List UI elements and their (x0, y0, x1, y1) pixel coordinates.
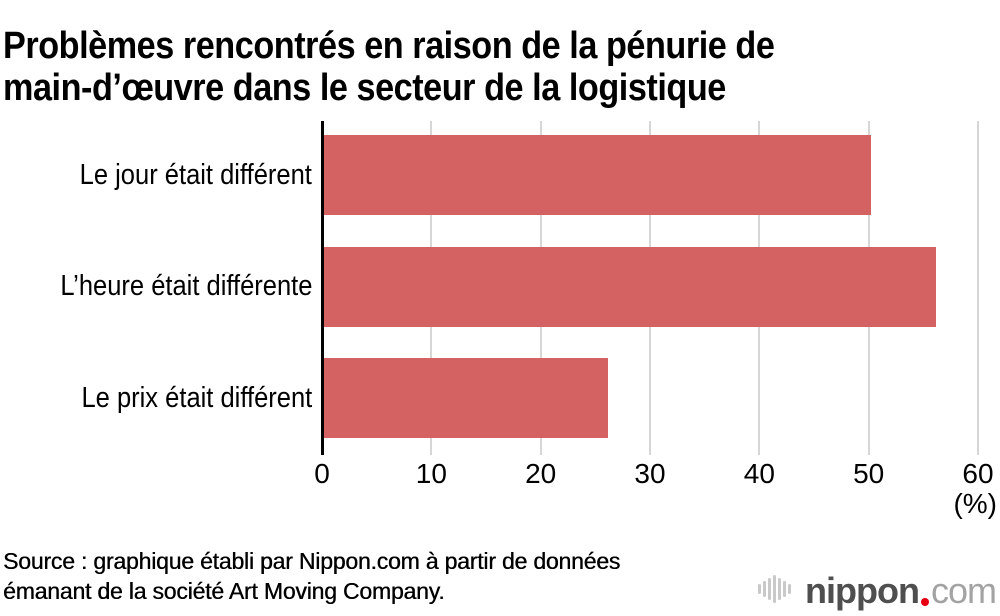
chart-title: Problèmes rencontrés en raison de la pén… (3, 25, 775, 110)
logo-dot (920, 598, 929, 606)
category-label: L’heure était différente (59, 270, 312, 302)
bar (324, 358, 609, 438)
x-tick-label: 40 (743, 458, 775, 489)
logo-tld: com (930, 570, 997, 611)
bar (324, 135, 871, 215)
category-label: Le prix était différent (81, 381, 312, 414)
x-tick-label: 10 (415, 458, 447, 489)
logo-name: nippon (805, 570, 920, 611)
x-axis-labels: 0 10 20 30 40 50 60 (314, 458, 993, 491)
chart-title-line1: Problèmes rencontrés en raison de la pén… (3, 25, 775, 68)
x-tick-label: 20 (525, 458, 557, 489)
soundwave-bar (783, 580, 787, 597)
source-note-line1: Source : graphique établi par Nippon.com… (3, 548, 621, 574)
soundwave-bar (773, 574, 777, 603)
soundwave-bar (778, 577, 782, 600)
soundwave-bar (763, 580, 767, 597)
soundwave-bar (768, 577, 772, 600)
chart-title-line2: main-d’œuvre dans le secteur de la logis… (3, 67, 726, 110)
x-tick-label: 0 (314, 458, 330, 489)
soundwave-bar (788, 583, 792, 594)
x-axis-unit: (%) (953, 488, 997, 519)
nippon-logo: nippon com (758, 570, 997, 611)
logo-text: nippon com (805, 570, 997, 611)
plot-area (321, 121, 979, 455)
x-tick-label: 30 (634, 458, 666, 489)
soundwave-icon (758, 574, 792, 604)
category-label: Le jour était différent (79, 158, 312, 191)
bar (324, 246, 937, 327)
x-tick-label: 60 (962, 458, 994, 489)
source-note: Source : graphique établi par Nippon.com… (3, 546, 620, 606)
gridline (977, 121, 979, 455)
source-note-line2: émanant de la société Art Moving Company… (3, 578, 445, 604)
soundwave-bar (758, 583, 762, 594)
y-axis-labels: Le jour était différent L’heure était dif… (0, 121, 312, 455)
x-tick-label: 50 (853, 458, 885, 489)
y-axis-line (321, 121, 324, 455)
